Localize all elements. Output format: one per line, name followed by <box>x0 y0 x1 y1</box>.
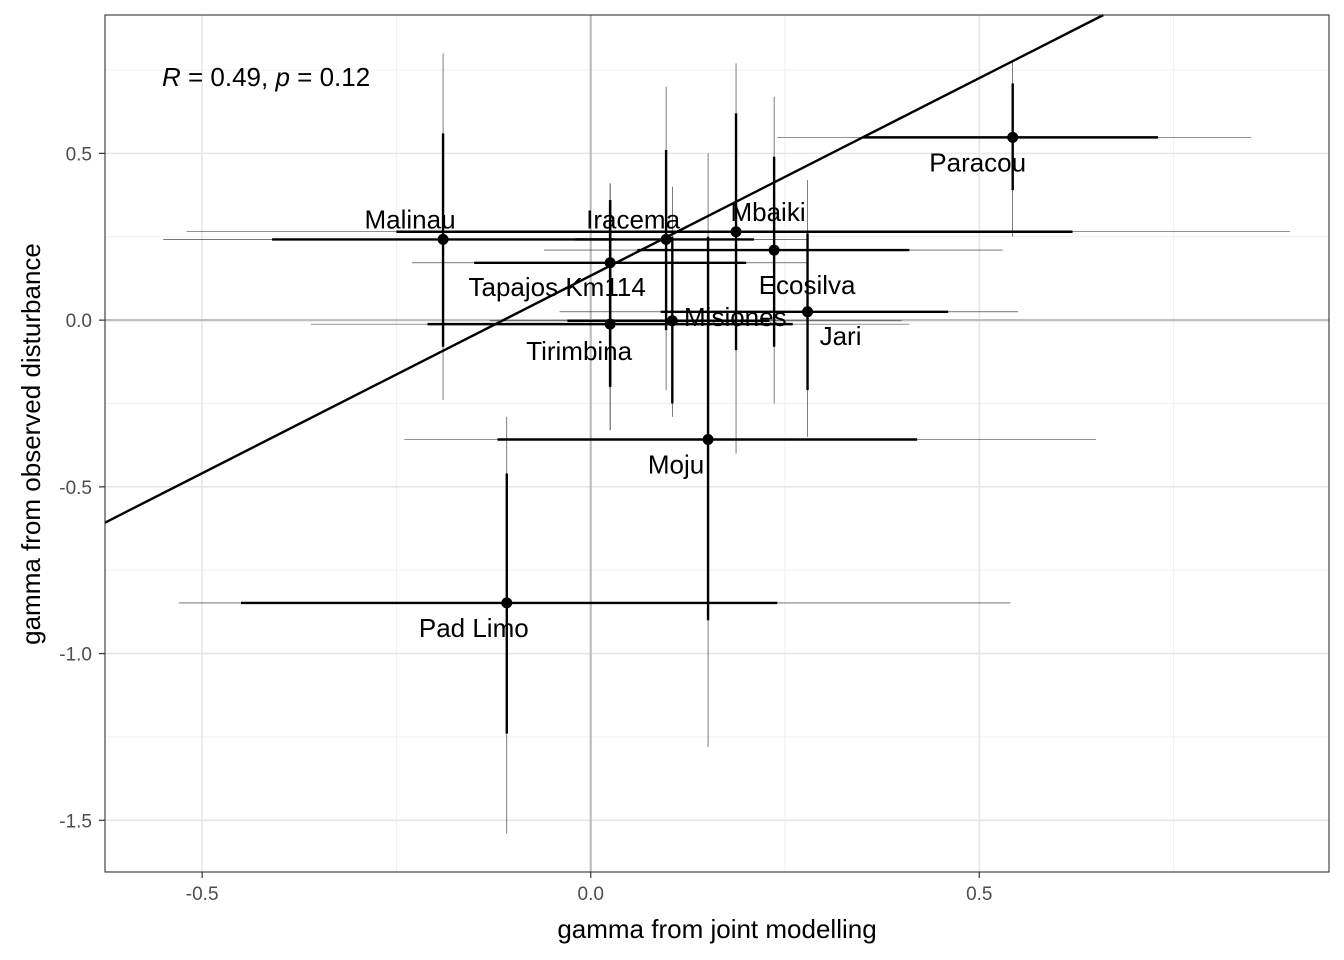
y-axis-title: gamma from observed disturbance <box>16 243 46 645</box>
point-label: Misiones <box>684 302 787 332</box>
data-point <box>666 315 678 327</box>
r-value: = 0.49, <box>181 62 276 92</box>
data-point <box>604 318 616 330</box>
point-label: Pad Limo <box>419 613 529 643</box>
panel-border <box>104 14 1330 873</box>
axis-ticks: -0.5 0.0 0.5 -1.5 -1.0 -0.5 0.0 0.5 <box>59 144 992 905</box>
x-tick-label: -0.5 <box>186 884 219 905</box>
y-tick-label: -1.5 <box>59 811 92 832</box>
r-symbol: R <box>162 62 181 92</box>
point-label: Malinau <box>365 204 456 234</box>
point-label: Moju <box>648 449 704 479</box>
regression-line <box>104 13 1104 524</box>
point-label: Tapajos Km114 <box>468 272 645 302</box>
point-label: Tirimbina <box>526 336 632 366</box>
y-tick-label: -0.5 <box>59 478 92 499</box>
y-tick-label: 0.0 <box>66 311 92 332</box>
data-point <box>730 226 742 238</box>
points <box>437 131 1019 609</box>
point-label: Ecosilva <box>759 270 856 300</box>
point-labels: Paracou Malinau Iracema Mbaiki Ecosilva Tapaj… <box>365 147 1027 643</box>
point-label: Iracema <box>586 204 680 234</box>
p-symbol: p <box>274 62 289 92</box>
point-label: Jari <box>820 321 862 351</box>
point-label: Mbaiki <box>730 197 805 227</box>
data-point <box>660 233 672 245</box>
point-label: Paracou <box>929 147 1026 177</box>
data-point <box>1007 131 1019 143</box>
x-axis-title: gamma from joint modelling <box>557 914 876 944</box>
data-point <box>702 433 714 445</box>
correlation-annotation: R = 0.49, p = 0.12 <box>162 62 370 92</box>
x-tick-label: 0.5 <box>966 884 992 905</box>
data-point <box>604 257 616 269</box>
data-point <box>768 244 780 256</box>
data-point <box>501 597 513 609</box>
p-value: = 0.12 <box>290 62 370 92</box>
data-point <box>437 233 449 245</box>
x-tick-label: 0.0 <box>578 884 604 905</box>
y-tick-label: 0.5 <box>66 144 92 165</box>
y-tick-label: -1.0 <box>59 645 92 666</box>
regression-line-group <box>104 13 1104 524</box>
data-point <box>802 306 814 318</box>
